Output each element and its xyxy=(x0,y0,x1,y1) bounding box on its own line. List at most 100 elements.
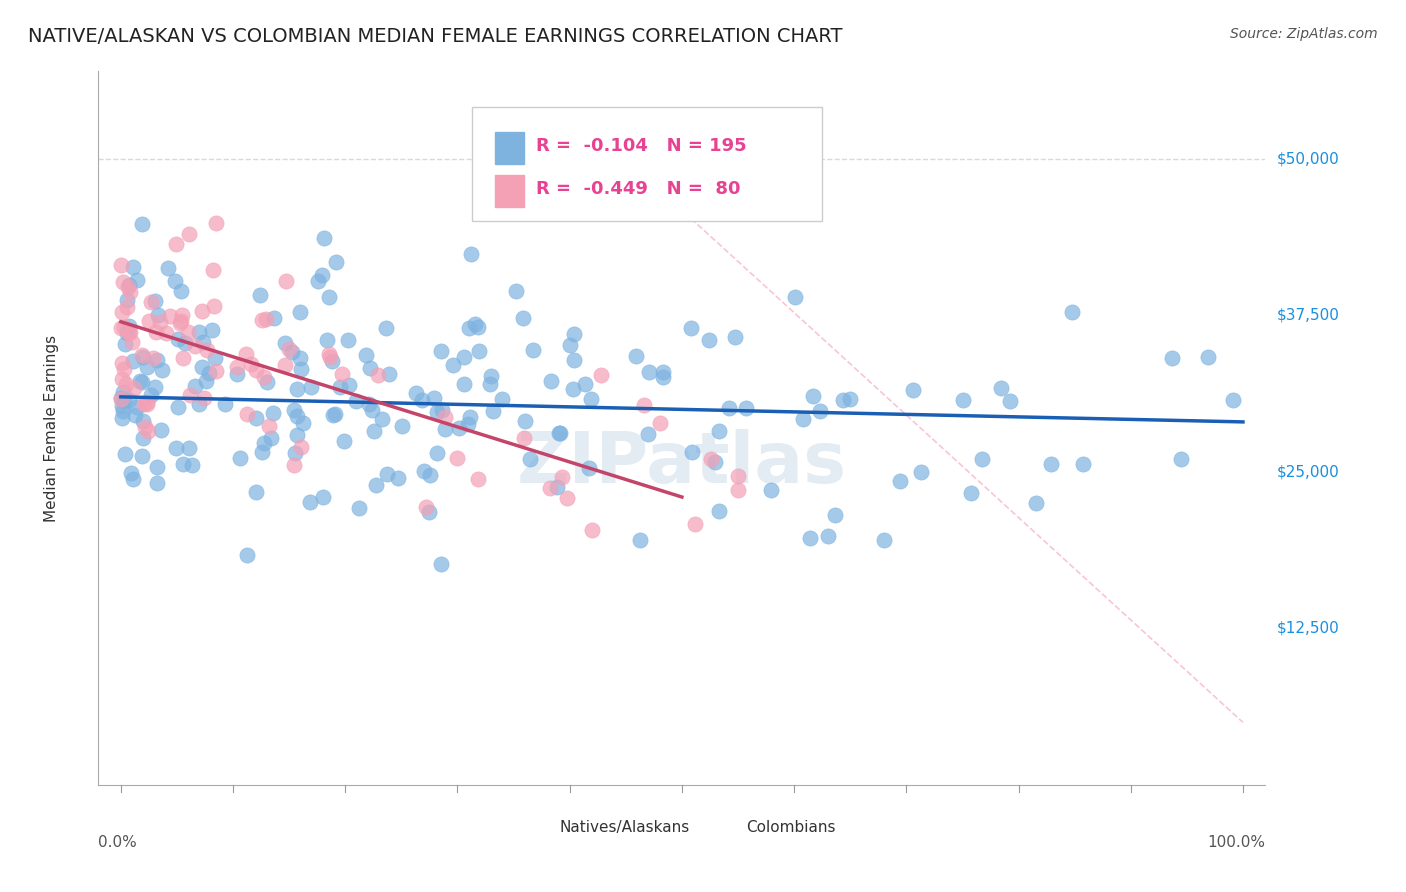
Point xyxy=(201,263,224,277)
Point xyxy=(375,321,398,335)
Point xyxy=(146,459,169,474)
Point xyxy=(290,440,312,454)
FancyBboxPatch shape xyxy=(519,817,548,838)
Point xyxy=(562,326,585,341)
Point xyxy=(1197,350,1219,364)
Point xyxy=(505,285,527,299)
Point xyxy=(792,411,814,425)
Point xyxy=(453,377,475,392)
Point xyxy=(292,417,315,431)
Point xyxy=(361,402,384,417)
Point xyxy=(172,351,194,366)
Point xyxy=(285,428,308,442)
Point xyxy=(648,417,671,431)
Point xyxy=(165,441,187,455)
Point xyxy=(260,431,283,445)
Point xyxy=(285,409,308,424)
Point xyxy=(453,351,475,365)
Point xyxy=(139,388,162,402)
Point xyxy=(146,352,169,367)
Point xyxy=(312,490,335,504)
Point xyxy=(709,424,731,438)
Point xyxy=(110,411,132,425)
Point xyxy=(889,474,911,488)
Text: Source: ZipAtlas.com: Source: ZipAtlas.com xyxy=(1230,27,1378,41)
Point xyxy=(254,311,277,326)
Point xyxy=(239,357,262,371)
Point xyxy=(193,391,215,405)
Point xyxy=(522,343,544,357)
Point xyxy=(142,351,165,365)
Point xyxy=(115,301,138,315)
Point xyxy=(202,299,225,313)
Point xyxy=(118,285,141,300)
Point xyxy=(179,227,201,241)
Point xyxy=(799,531,821,545)
Point xyxy=(250,313,273,327)
Point xyxy=(288,305,311,319)
Point xyxy=(562,352,585,367)
Point xyxy=(274,336,297,351)
Point xyxy=(391,418,413,433)
Point xyxy=(131,375,153,389)
Text: R =  -0.449   N =  80: R = -0.449 N = 80 xyxy=(536,180,741,198)
Text: 0.0%: 0.0% xyxy=(98,835,138,850)
Point xyxy=(817,528,839,542)
Point xyxy=(808,404,831,418)
Point xyxy=(960,486,983,500)
Point xyxy=(262,406,284,420)
Point xyxy=(112,393,135,408)
Point xyxy=(235,347,257,361)
Point xyxy=(139,295,162,310)
Point xyxy=(970,451,993,466)
Text: $12,500: $12,500 xyxy=(1277,621,1340,636)
Point xyxy=(479,377,502,392)
Point xyxy=(110,258,132,272)
Point xyxy=(118,319,141,334)
Point xyxy=(110,321,132,335)
Point xyxy=(337,333,360,347)
Point xyxy=(172,308,194,322)
Point xyxy=(430,403,453,417)
Point xyxy=(824,508,846,522)
FancyBboxPatch shape xyxy=(472,107,823,221)
Point xyxy=(150,363,173,377)
Point xyxy=(143,380,166,394)
Point xyxy=(110,392,132,406)
Point xyxy=(801,389,824,403)
Point xyxy=(910,466,932,480)
Point xyxy=(312,231,335,245)
Point xyxy=(163,274,186,288)
Point xyxy=(138,313,160,327)
Point xyxy=(555,491,578,505)
Point xyxy=(325,254,347,268)
Point xyxy=(387,471,409,485)
Point xyxy=(315,333,337,347)
Point xyxy=(430,557,453,571)
Point xyxy=(547,425,569,440)
Point xyxy=(1160,351,1182,365)
Point xyxy=(283,458,305,472)
Point xyxy=(132,351,155,365)
Point xyxy=(707,504,730,518)
Point xyxy=(236,408,259,422)
Point xyxy=(460,247,482,261)
Point xyxy=(145,325,167,339)
Point xyxy=(1039,457,1062,471)
Point xyxy=(112,404,135,418)
Point xyxy=(225,368,247,382)
Point xyxy=(319,350,342,364)
Point xyxy=(273,358,295,372)
Point xyxy=(367,368,389,383)
Point xyxy=(411,393,433,408)
Point xyxy=(467,320,489,334)
Point xyxy=(193,335,215,350)
Text: 100.0%: 100.0% xyxy=(1208,835,1265,850)
Point xyxy=(591,368,613,382)
Point xyxy=(195,374,218,388)
Point xyxy=(166,400,188,414)
Point xyxy=(318,290,340,304)
Point xyxy=(329,380,352,394)
Point xyxy=(1025,496,1047,510)
Point xyxy=(831,393,853,408)
